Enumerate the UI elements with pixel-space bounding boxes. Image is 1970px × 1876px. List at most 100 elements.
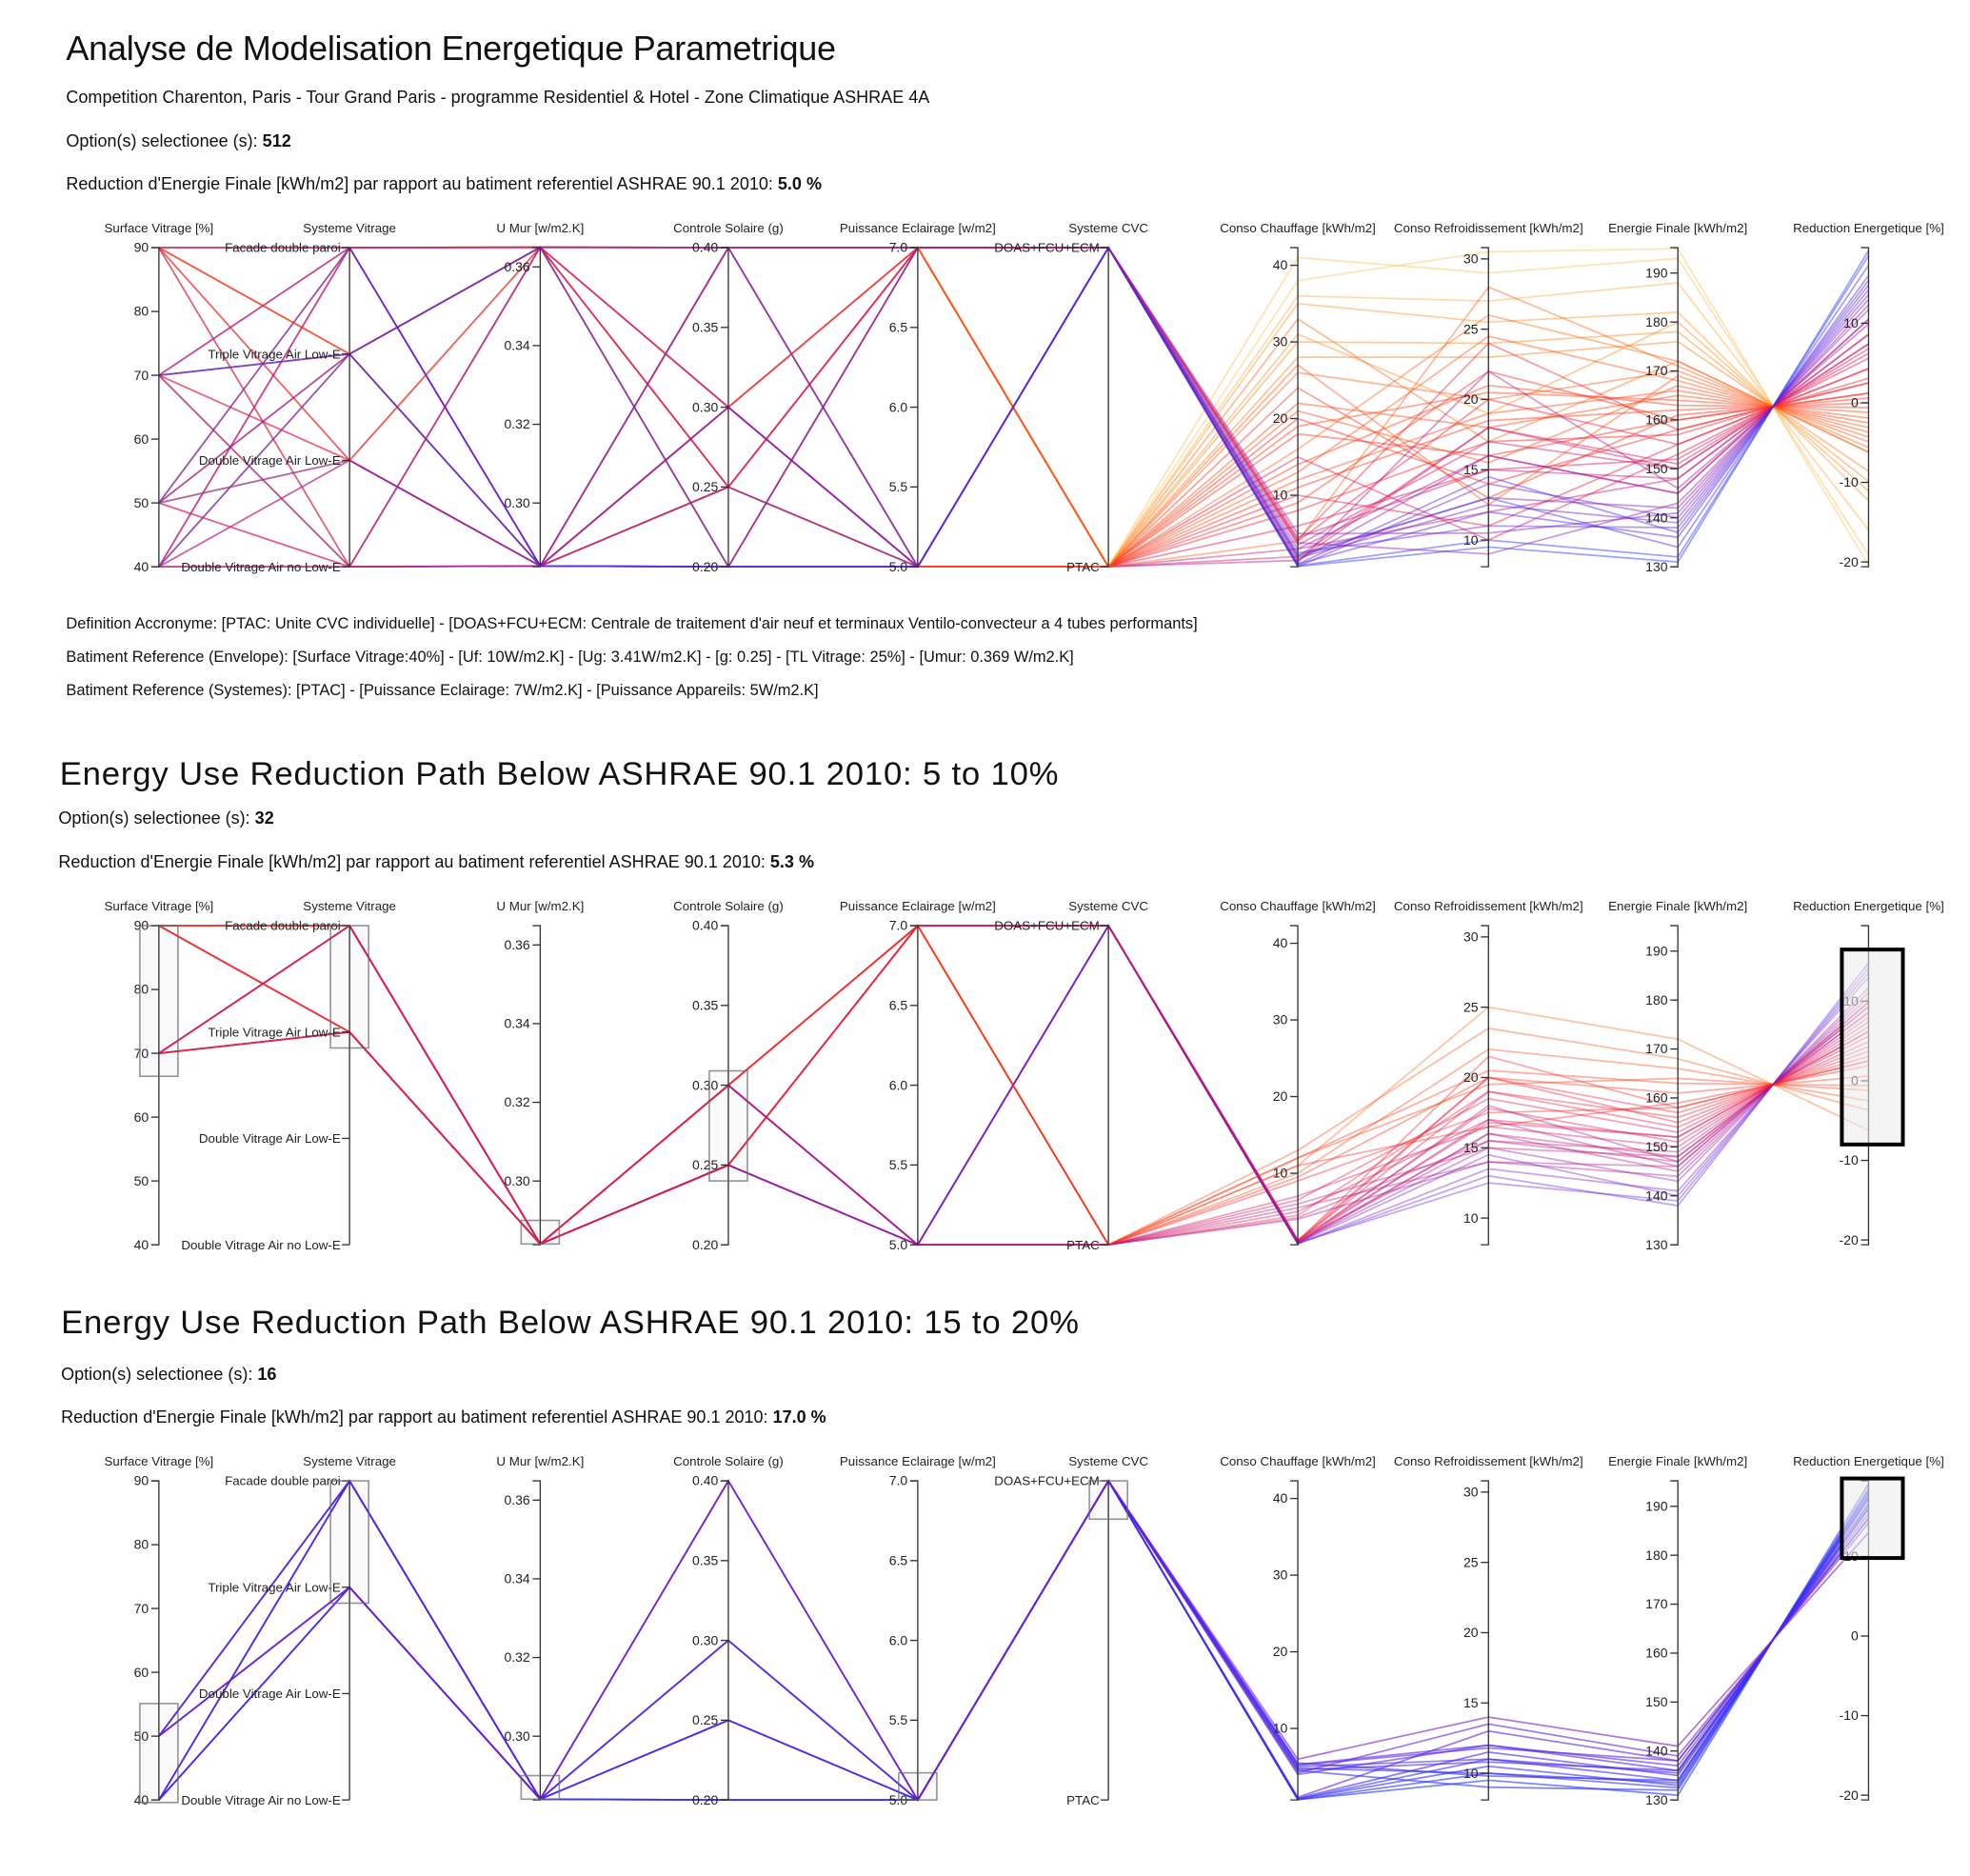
- data-line: [158, 1001, 1870, 1246]
- axis-title[interactable]: Controle Solaire (g): [673, 1454, 784, 1468]
- axis-umur: U Mur [w/m2.K] 0.30 0.32 0.34 0.36: [496, 1454, 584, 1802]
- axis-title[interactable]: Systeme Vitrage: [303, 221, 396, 235]
- brush-vitrage[interactable]: [329, 925, 369, 1049]
- data-line: [158, 246, 1869, 569]
- axis-cvc: Systeme CVC DOAS+FCU+ECM PTAC: [994, 221, 1148, 574]
- axis-title[interactable]: Puissance Eclairage [w/m2]: [840, 221, 996, 235]
- axis-title[interactable]: Puissance Eclairage [w/m2]: [840, 1454, 996, 1468]
- brush-cvc[interactable]: [1088, 1480, 1128, 1521]
- brush-umur[interactable]: [520, 1774, 561, 1801]
- axis-title[interactable]: Reduction Energetique [%]: [1793, 899, 1944, 913]
- brush-controle[interactable]: [708, 1069, 748, 1182]
- tick-label: 0.40: [692, 1473, 718, 1488]
- axis-title[interactable]: Conso Chauffage [kWh/m2]: [1220, 899, 1376, 913]
- axis-title[interactable]: Puissance Eclairage [w/m2]: [840, 899, 996, 913]
- data-line: [158, 246, 1869, 569]
- tick-label: 0.30: [504, 1173, 529, 1188]
- axis-title[interactable]: Controle Solaire (g): [673, 899, 784, 913]
- tick-label: 60: [134, 1665, 149, 1680]
- axis-line[interactable]: [1481, 1480, 1489, 1802]
- tick-label: 20: [1463, 1069, 1479, 1085]
- data-line: [158, 924, 1869, 1247]
- data-line: [158, 924, 1869, 1246]
- axis-title[interactable]: Conso Chauffage [kWh/m2]: [1220, 221, 1376, 235]
- options-selected-15-20: Option(s) selectionee (s): 16: [61, 1366, 276, 1383]
- axis-line[interactable]: [1481, 925, 1489, 1246]
- tick-label: -20: [1840, 1232, 1859, 1247]
- axis-controle: Controle Solaire (g) 0.20 0.25 0.30 0.35 0.40: [673, 899, 784, 1252]
- energy-reduction-5-10: Reduction d'Energie Finale [kWh/m2] par …: [58, 853, 814, 870]
- axis-line[interactable]: [1861, 247, 1870, 569]
- axis-line[interactable]: [1481, 247, 1489, 569]
- axis-line[interactable]: [532, 247, 542, 569]
- tick-label: 30: [1273, 334, 1288, 349]
- data-line: [158, 924, 1869, 1246]
- parallel-coordinates-chart-15-20[interactable]: Surface Vitrage [%] 40 50 60 70 80 90 Systeme V…: [0, 1443, 1970, 1825]
- data-line: [158, 924, 1869, 1247]
- brush-surface[interactable]: [139, 1703, 179, 1804]
- tick-label: 30: [1273, 1567, 1288, 1583]
- axis-title[interactable]: Controle Solaire (g): [673, 221, 784, 235]
- data-line: [158, 246, 1869, 569]
- brush-vitrage[interactable]: [329, 1480, 369, 1605]
- axis-line[interactable]: [532, 925, 542, 1246]
- axis-title[interactable]: Conso Chauffage [kWh/m2]: [1220, 1454, 1376, 1468]
- data-line: [158, 924, 1870, 1247]
- data-line: [158, 246, 1869, 569]
- axis-line[interactable]: [532, 1480, 542, 1802]
- axis-title[interactable]: Energie Finale [kWh/m2]: [1608, 899, 1747, 913]
- axis-title[interactable]: Energie Finale [kWh/m2]: [1608, 221, 1747, 235]
- axis-line[interactable]: [150, 247, 160, 569]
- axis-title[interactable]: Conso Refroidissement [kWh/m2]: [1394, 899, 1583, 913]
- axis-title[interactable]: Systeme CVC: [1068, 1454, 1148, 1468]
- category-label: DOAS+FCU+ECM: [994, 1474, 1099, 1488]
- axis-surface: Surface Vitrage [%] 40 50 60 70 80 90: [105, 221, 214, 574]
- axis-title[interactable]: Conso Refroidissement [kWh/m2]: [1394, 221, 1583, 235]
- axis-line[interactable]: [1290, 247, 1299, 569]
- note-reference-systems: Batiment Reference (Systemes): [PTAC] - …: [66, 681, 819, 699]
- parallel-coordinates-chart-all[interactable]: Surface Vitrage [%] 40 50 60 70 80 90 Systeme V…: [0, 210, 1970, 591]
- brush-puissance[interactable]: [898, 1772, 938, 1802]
- brush-umur[interactable]: [520, 1219, 561, 1245]
- tick-label: 0.32: [504, 1094, 529, 1109]
- data-line: [158, 247, 1869, 569]
- data-line: [158, 247, 1869, 569]
- axis-title[interactable]: U Mur [w/m2.K]: [496, 221, 584, 235]
- axis-chauffage: Conso Chauffage [kWh/m2] 10 20 30 40: [1220, 221, 1376, 569]
- data-line: [158, 246, 1869, 569]
- axis-line[interactable]: [1290, 925, 1299, 1246]
- axis-title[interactable]: Reduction Energetique [%]: [1793, 221, 1944, 235]
- axis-title[interactable]: Systeme CVC: [1068, 221, 1148, 235]
- tick-label: 50: [134, 1728, 149, 1744]
- tick-label: 20: [1273, 410, 1288, 426]
- brush-reduction[interactable]: [1840, 947, 1905, 1147]
- axis-title[interactable]: Energie Finale [kWh/m2]: [1608, 1454, 1747, 1468]
- brushes: [139, 1476, 1905, 1804]
- axis-title[interactable]: U Mur [w/m2.K]: [496, 899, 584, 913]
- axis-line[interactable]: [1290, 1480, 1299, 1802]
- data-line: [158, 247, 1869, 569]
- axis-title[interactable]: Systeme Vitrage: [303, 899, 396, 913]
- axis-title[interactable]: Surface Vitrage [%]: [105, 899, 214, 913]
- tick-label: 0.25: [692, 1712, 718, 1727]
- axis-line[interactable]: [1670, 1480, 1679, 1802]
- axis-title[interactable]: Reduction Energetique [%]: [1793, 1454, 1944, 1468]
- brush-reduction[interactable]: [1840, 1476, 1905, 1561]
- data-line: [158, 924, 1869, 1247]
- brush-surface[interactable]: [139, 925, 179, 1077]
- tick-label: 25: [1463, 999, 1479, 1014]
- axis-title[interactable]: Surface Vitrage [%]: [105, 221, 214, 235]
- tick-label: 5.0: [889, 559, 908, 574]
- axis-line[interactable]: [1670, 247, 1679, 569]
- axis-line[interactable]: [1670, 925, 1679, 1246]
- tick-label: 10: [1463, 1210, 1479, 1226]
- reduction-label: Reduction d'Energie Finale [kWh/m2] par …: [58, 851, 770, 871]
- axis-title[interactable]: U Mur [w/m2.K]: [496, 1454, 584, 1468]
- axis-title[interactable]: Conso Refroidissement [kWh/m2]: [1394, 1454, 1583, 1468]
- axis-title[interactable]: Surface Vitrage [%]: [105, 1454, 214, 1468]
- axis-title[interactable]: Systeme CVC: [1068, 899, 1148, 913]
- axis-title[interactable]: Systeme Vitrage: [303, 1454, 396, 1468]
- tick-label: 140: [1645, 510, 1668, 526]
